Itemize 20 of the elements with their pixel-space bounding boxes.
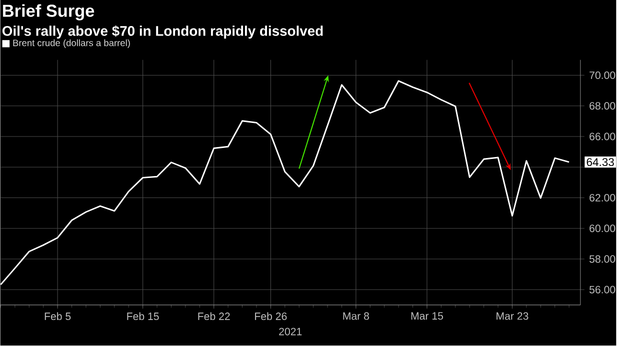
data-label: 64.33 [586, 158, 614, 166]
y-tick-label: 58.00 [589, 255, 616, 263]
line-series [0, 80, 570, 286]
x-tick-label: Feb 5 [44, 312, 71, 320]
y-tick-label: 56.00 [589, 286, 616, 294]
chart-subtitle: Oil's rally above $70 in London rapidly dissolved [2, 26, 323, 39]
y-tick-label: 68.00 [590, 102, 616, 110]
legend-label: Brent crude (dollars a barrel) [13, 40, 130, 48]
x-tick-label: Mar 23 [496, 312, 528, 320]
y-tick-label: 66.00 [590, 132, 616, 140]
x-tick-label: Feb 22 [198, 312, 230, 320]
x-tick-label: Feb 15 [127, 312, 159, 320]
y-tick-label: 70.00 [590, 72, 616, 80]
y-tick-label: 60.00 [590, 224, 616, 232]
x-tick-label: Mar 8 [343, 312, 369, 320]
x-tick-label: Feb 26 [255, 312, 287, 320]
x-axis-title: 2021 [279, 328, 302, 336]
chart-title: Brief Surge [3, 4, 94, 21]
x-tick-label: Mar 15 [411, 312, 443, 320]
y-tick-label: 62.00 [590, 194, 616, 202]
